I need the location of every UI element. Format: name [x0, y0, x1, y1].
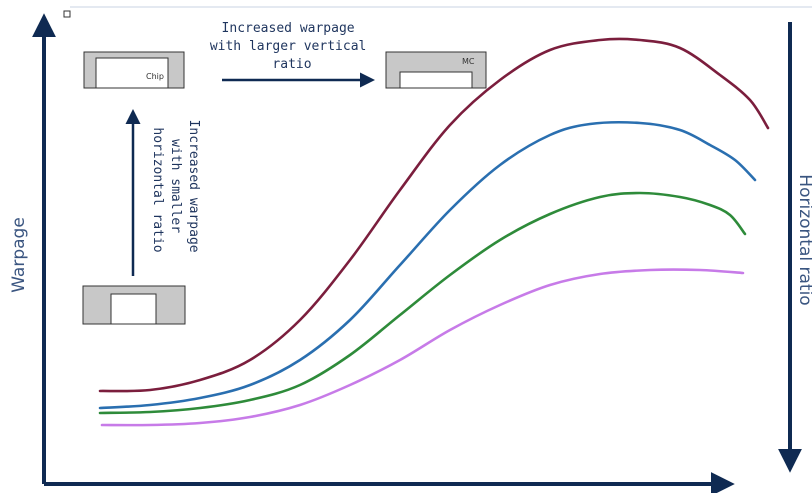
right-axis-title: Horizontal ratio	[795, 174, 812, 305]
curves-group	[98, 37, 770, 427]
warpage-curve-2	[98, 121, 757, 410]
horizontal-ratio-note: Increased warpage with smaller horizonta…	[150, 120, 201, 261]
y-axis-title: Warpage	[9, 217, 29, 293]
warpage-curve-4	[100, 268, 745, 427]
warpage-curve-1	[98, 37, 770, 393]
horizontal-note-line-3: horizontal ratio	[150, 127, 165, 252]
horizontal-note-line-1: Increased warpage	[186, 120, 201, 253]
corner-box	[63, 10, 71, 18]
warpage-curve-3	[98, 191, 747, 415]
package-chip: Chip	[83, 51, 185, 89]
vertical-note-line-2: with larger vertical	[210, 39, 367, 54]
package-mc: MC	[385, 51, 487, 89]
package-bottom	[82, 285, 186, 325]
mc-label: MC	[462, 57, 475, 66]
vertical-note-line-3: ratio	[272, 57, 311, 72]
vertical-ratio-note: Increased warpage with larger vertical r…	[210, 21, 374, 72]
chip-label: Chip	[146, 72, 164, 81]
vertical-note-line-1: Increased warpage	[222, 21, 355, 36]
horizontal-note-line-2: with smaller	[168, 139, 183, 233]
